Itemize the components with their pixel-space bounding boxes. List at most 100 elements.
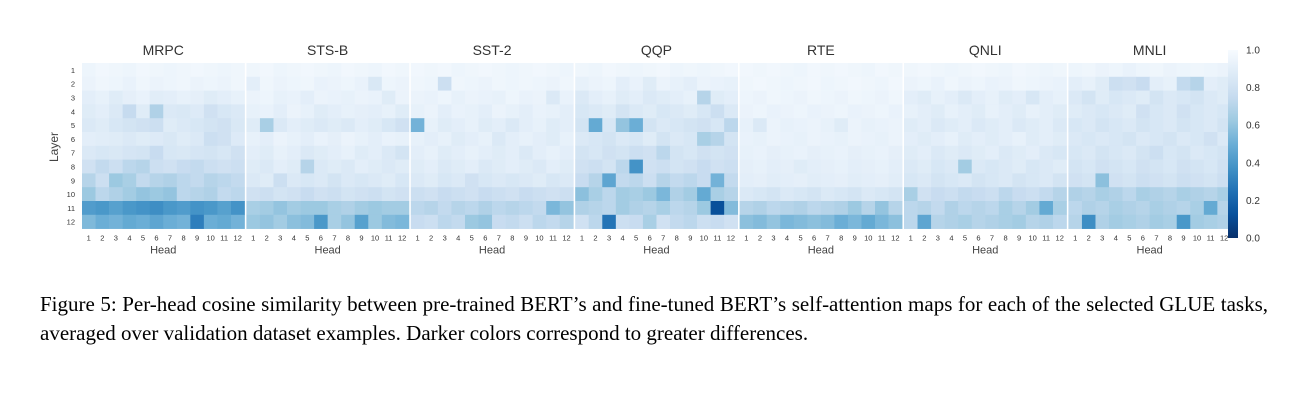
heatmap-cell [642, 201, 657, 216]
heatmap-cell [1163, 201, 1178, 216]
heatmap-cell [300, 173, 315, 188]
heatmap-cell [122, 132, 137, 147]
heatmap-cell [1149, 159, 1164, 174]
heatmap-cell [395, 173, 410, 188]
y-tick-label: 3 [71, 94, 75, 103]
heatmap-cell [888, 90, 903, 105]
heatmap-cell [958, 118, 973, 133]
heatmap-cell [190, 187, 205, 202]
heatmap-cell [958, 173, 973, 188]
heatmap-cell [464, 63, 479, 78]
heatmap-cell [519, 132, 534, 147]
heatmap-cell [1052, 187, 1067, 202]
heatmap-cell [1203, 132, 1218, 147]
heatmap-cell [341, 90, 356, 105]
heatmap-cell [1039, 90, 1054, 105]
x-tick-label: 1 [87, 234, 91, 243]
heatmap-cell [1052, 132, 1067, 147]
heatmap-cell [492, 76, 506, 91]
x-tick-label: 10 [371, 234, 379, 243]
heatmap-cell [122, 214, 137, 229]
heatmap-cell [273, 76, 288, 91]
heatmap-cell [1163, 187, 1178, 202]
heatmap-cell [1039, 132, 1054, 147]
heatmap-cell [753, 118, 768, 133]
heatmap-cell [217, 201, 232, 216]
heatmap-cell [575, 76, 590, 91]
heatmap-cell [1095, 132, 1110, 147]
heatmap-cell [273, 173, 288, 188]
heatmap-cell [109, 214, 123, 229]
heatmap-cell [546, 132, 561, 147]
heatmap-cell [888, 214, 903, 229]
heatmap-cell [203, 132, 218, 147]
x-tick-label: 7 [332, 234, 336, 243]
heatmap-cell [985, 187, 1000, 202]
heatmap-cell [1109, 159, 1123, 174]
heatmap-cell [230, 159, 245, 174]
heatmap-cell [820, 201, 835, 216]
heatmap-cell [176, 201, 191, 216]
x-tick-label: 7 [168, 234, 172, 243]
heatmap-cell [807, 159, 822, 174]
heatmap-cell [95, 201, 110, 216]
heatmap-cell [1176, 104, 1191, 119]
heatmap-cell [478, 104, 493, 119]
heatmap-cell [424, 173, 439, 188]
heatmap-cell [1052, 145, 1067, 160]
heatmap-cell [615, 173, 630, 188]
colorbar-tick-label: 1.0 [1246, 46, 1260, 57]
heatmap-cell [259, 118, 274, 133]
heatmap-cell [1122, 145, 1137, 160]
heatmap-cell [1190, 173, 1205, 188]
heatmap-cell [163, 173, 178, 188]
heatmap-cell [944, 76, 959, 91]
heatmap-cell [246, 214, 261, 229]
heatmap-cell [683, 90, 698, 105]
heatmap-cell [697, 187, 711, 202]
heatmap-cell [669, 173, 684, 188]
heatmap-cell [559, 132, 574, 147]
y-tick-label: 7 [71, 149, 75, 158]
x-tick-label: 7 [661, 234, 665, 243]
heatmap-cell [259, 76, 274, 91]
heatmap-cell [437, 145, 452, 160]
heatmap-cell [1203, 90, 1218, 105]
heatmap-cell [931, 145, 945, 160]
heatmap-cell [588, 132, 603, 147]
heatmap-cell [985, 159, 1000, 174]
heatmap-cell [875, 173, 889, 188]
heatmap-cell [136, 173, 151, 188]
heatmap-cell [793, 104, 808, 119]
heatmap-cell [368, 145, 383, 160]
heatmap-cell [780, 104, 795, 119]
heatmap-cell [985, 214, 1000, 229]
x-tick-label: 9 [524, 234, 528, 243]
heatmap-cell [904, 90, 918, 105]
heatmap-cell [203, 118, 218, 133]
heatmap-cell [464, 187, 479, 202]
heatmap-cell [820, 76, 835, 91]
heatmap-cell [95, 187, 110, 202]
heatmap-cell [710, 145, 725, 160]
heatmap-cell [1012, 173, 1027, 188]
y-tick-label: 8 [71, 163, 75, 172]
heatmap-cell [629, 76, 644, 91]
heatmap-cell [615, 201, 630, 216]
heatmap-cell [424, 201, 439, 216]
heatmap-cell [464, 132, 479, 147]
heatmap-cell [122, 201, 137, 216]
heatmap-cell [230, 118, 245, 133]
heatmap-cell [697, 118, 711, 133]
y-axis-label: Layer [47, 132, 61, 162]
heatmap-cell [1149, 118, 1164, 133]
heatmap-cell [300, 187, 315, 202]
heatmap-cell [1081, 214, 1096, 229]
heatmap-cell [122, 173, 137, 188]
heatmap-cell [669, 90, 684, 105]
heatmap-cell [766, 173, 781, 188]
heatmap-cell [559, 63, 574, 78]
heatmap-cell [793, 90, 808, 105]
heatmap-cell [1012, 187, 1027, 202]
